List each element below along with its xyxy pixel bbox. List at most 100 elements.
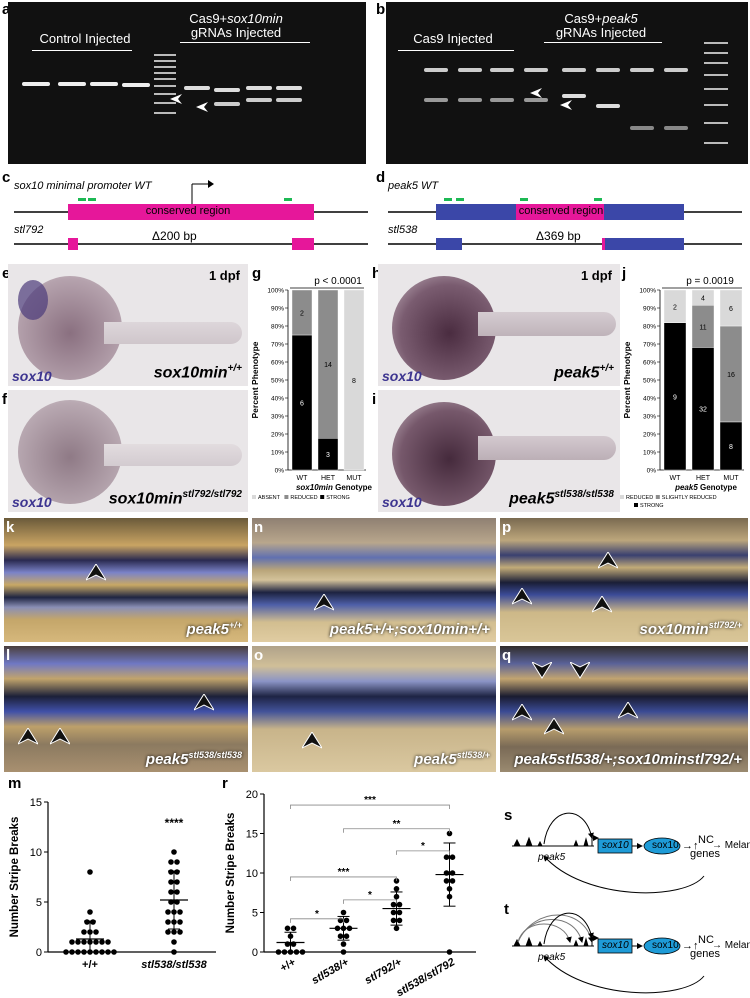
data-point [75,939,81,945]
panel-label-a: a [2,1,11,18]
data-point [299,949,306,955]
fish-genotype-label: sox10minstl792/+ [639,620,742,638]
x-tick-label: stl538/stl538 [141,959,207,971]
data-point [177,909,183,915]
panel-label-i: i [372,391,377,408]
chart-g: p < 0.0001 0% 10% 20% 30% 40% 50% 60% 70% 80% 90% 1… [250,276,372,501]
panel-label-k: k [6,519,15,536]
comparison-label: * [421,841,425,852]
stage-label: 1 dpf [580,268,612,283]
data-point [93,929,99,935]
gel-image-a: Control Injected Cas9+sox10min gRNAs Inje… [8,2,366,164]
s-gene-label: sox10 [602,840,629,851]
gel-ladder-band [704,104,728,106]
panel-label-s: s [504,807,513,824]
gel-band [214,88,240,92]
probe-label: sox10 [12,368,52,384]
data-point [393,886,400,892]
y-tick-label: 0 [252,947,258,959]
arrowhead-icon [314,594,334,611]
gel-band [596,104,620,108]
data-point [168,859,174,865]
gel-b-left-label: Cas9 Injected [413,31,493,46]
bar-data-label: 4 [701,296,705,303]
data-point [446,949,453,955]
gel-band [424,98,448,102]
t-enhancer-label: peak5 [538,952,566,963]
x-axis-label: peak5 Genotype [674,483,737,492]
bar-data-label: 11 [699,324,706,331]
embryo-image-f: sox10 sox10minstl792/stl792 [8,390,248,512]
data-point [393,925,400,932]
y-axis-label: Number Stripe Breaks [225,813,237,934]
s-arrow-up: →↑ [682,840,699,852]
data-point [81,929,87,935]
legend-label: STRONG [640,503,664,509]
diagram-d-mut-label: stl538 [388,224,418,236]
arrowhead-icon [530,88,542,98]
s-genes-label: genes [690,848,720,860]
data-point [75,949,81,955]
data-point [443,854,450,860]
data-point [69,949,75,955]
gel-band [424,68,448,72]
gel-band [596,68,620,72]
bar-segment [291,289,313,336]
gel-band [490,98,514,102]
gel-ladder-band [704,122,728,124]
bar-data-label: 6 [300,401,304,408]
data-point [174,859,180,865]
fish-genotype-label: peak5stl538/stl538 [145,750,242,768]
data-point [443,878,450,884]
gel-band [630,68,654,72]
sox10-protein-ellipse [643,837,681,855]
data-point [340,909,347,916]
fish-image-n: n peak5+/+;sox10min+/+ [252,518,496,642]
gel-band [276,86,302,90]
legend-label: REDUCED [290,495,317,501]
x-tick-label: stl538/+ [310,956,352,987]
gel-ladder-band [154,85,176,87]
genotype-label: peak5stl538/stl538 [509,488,614,507]
bar-segment [719,289,743,327]
y-tick-label: 30% [643,414,656,421]
data-point [99,939,105,945]
panel-label-c: c [2,169,11,186]
panel-label-j: j [622,265,627,282]
gel-band [22,82,50,86]
data-point [84,919,90,925]
panel-label-m: m [8,775,22,792]
x-tick-label: MUT [723,475,739,482]
data-point [174,869,180,875]
legend-label: SLIGHTLY REDUCED [662,495,717,501]
data-point [290,925,297,932]
gel-ladder-band [704,52,728,54]
gel-band [184,86,210,90]
data-point [284,925,291,932]
legend-label: STRONG [326,495,350,501]
chart-r: 0 5 10 15 20 Number Stripe Breaks +/+ stl538/+ s… [225,789,476,998]
bar-data-label: 8 [729,444,733,451]
data-point [449,878,456,884]
panel-label-n: n [254,519,264,536]
bar-data-label: 2 [673,304,677,311]
data-point [343,917,350,924]
x-tick-label: HET [696,475,711,482]
y-tick-label: 10% [271,450,284,457]
bar-data-label: 3 [326,452,330,459]
arrowhead-icon [532,662,552,679]
y-tick-label: 70% [643,342,656,349]
data-point [99,949,105,955]
data-point [171,949,177,955]
data-point [446,830,453,837]
data-point [105,949,111,955]
y-tick-label: 60% [643,360,656,367]
t-protein-label: sox10 [652,940,679,951]
chart-title: p < 0.0001 [314,276,362,287]
data-point [177,919,183,925]
arrowhead-icon [598,552,618,569]
gel-band [122,83,150,87]
genotype-label: sox10min+/+ [153,362,242,381]
panel-label-b: b [376,1,386,18]
y-tick-label: 50% [271,378,284,385]
